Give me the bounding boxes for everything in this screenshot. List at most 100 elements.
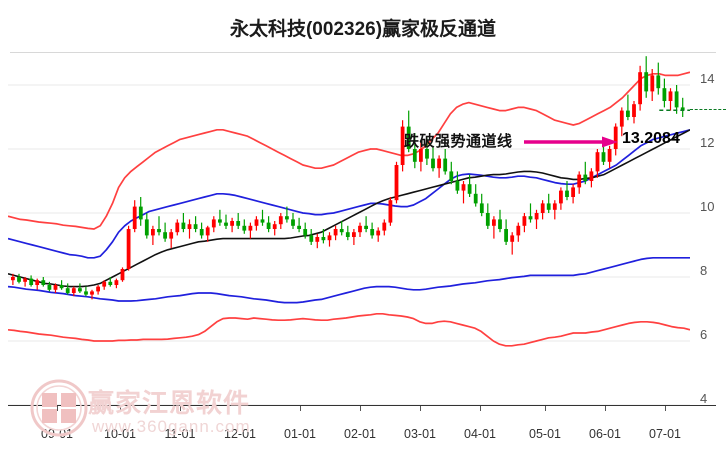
candle-body xyxy=(187,224,192,229)
candle-body xyxy=(11,277,15,281)
candle-body xyxy=(272,224,277,229)
candle-body xyxy=(90,291,94,295)
candle-body xyxy=(114,280,119,285)
candle-body xyxy=(321,237,326,241)
candle-body xyxy=(516,225,521,236)
candle-body xyxy=(230,221,234,226)
x-axis-tick-label: 11-01 xyxy=(164,427,196,441)
candle-body xyxy=(644,72,649,92)
candle-body xyxy=(510,235,515,242)
candle-body xyxy=(626,110,630,117)
candle-body xyxy=(309,235,314,242)
candle-body xyxy=(303,229,308,236)
x-axis-tick-label: 06-01 xyxy=(589,427,621,441)
candle-body xyxy=(339,229,344,233)
candle-body xyxy=(78,288,82,292)
candle-body xyxy=(583,174,588,181)
candle-body xyxy=(333,229,338,236)
candle-body xyxy=(248,225,253,231)
candle-body xyxy=(41,280,46,285)
candle-body xyxy=(650,75,655,92)
candle-body xyxy=(278,216,283,225)
candle-body xyxy=(467,184,472,194)
candle-body xyxy=(632,104,636,117)
candle-body xyxy=(315,237,320,242)
candle-body xyxy=(327,235,332,241)
candle-body xyxy=(400,126,405,165)
candle-body xyxy=(522,216,527,226)
candle-body xyxy=(498,219,502,229)
candle-body xyxy=(169,232,174,239)
x-axis-tick xyxy=(57,406,58,411)
candle-body xyxy=(151,229,155,236)
y-axis-tick-label: 10 xyxy=(700,199,715,214)
candle-body xyxy=(102,281,107,287)
candle-body xyxy=(656,75,661,89)
candle-body xyxy=(680,107,685,111)
candle-body xyxy=(181,222,186,229)
candle-body xyxy=(534,213,539,220)
candlestick-series xyxy=(11,56,690,300)
candle-body xyxy=(254,219,259,226)
candle-body xyxy=(607,149,612,162)
candle-body xyxy=(485,213,490,226)
candle-body xyxy=(552,203,557,210)
candle-body xyxy=(138,206,143,220)
x-axis-tick xyxy=(605,406,606,411)
candle-body xyxy=(120,269,125,281)
candle-body xyxy=(205,227,210,236)
candle-body xyxy=(53,285,58,290)
candle-body xyxy=(662,88,667,101)
x-axis-tick xyxy=(240,406,241,411)
candle-body xyxy=(297,225,301,229)
candle-body xyxy=(17,277,21,282)
y-axis-tick-label: 8 xyxy=(700,263,708,278)
candle-body xyxy=(595,152,600,172)
x-axis-tick-label: 01-01 xyxy=(284,427,316,441)
candle-body xyxy=(412,149,417,162)
y-axis-tick-label: 14 xyxy=(700,71,715,86)
candle-body xyxy=(218,219,222,223)
candle-body xyxy=(291,219,295,226)
candle-body xyxy=(260,219,265,223)
candle-body xyxy=(668,91,673,101)
channel-band-line xyxy=(8,71,690,230)
x-axis-tick-label: 07-01 xyxy=(649,427,681,441)
candle-body xyxy=(35,280,40,285)
candle-body xyxy=(613,126,618,149)
candle-body xyxy=(619,110,624,127)
candle-body xyxy=(236,221,241,226)
candle-body xyxy=(577,174,582,188)
candle-body xyxy=(224,222,228,226)
candle-body xyxy=(199,229,204,236)
candle-body xyxy=(358,225,362,233)
channel-band-line xyxy=(8,128,690,259)
candle-body xyxy=(163,232,167,239)
y-axis-tick-label: 4 xyxy=(700,391,708,406)
candle-body xyxy=(406,126,411,149)
channel-bands xyxy=(8,71,690,347)
right-arrow-icon xyxy=(524,136,618,148)
candle-body xyxy=(559,190,563,204)
candle-body xyxy=(242,225,247,231)
y-axis-tick-label: 12 xyxy=(700,135,715,150)
candle-body xyxy=(157,229,161,233)
candle-body xyxy=(144,219,149,236)
candle-body xyxy=(388,200,393,223)
candle-body xyxy=(84,291,88,295)
x-axis-tick-label: 05-01 xyxy=(529,427,561,441)
price-chart-plot xyxy=(8,53,690,405)
candle-body xyxy=(674,91,679,108)
candle-body xyxy=(364,225,368,229)
candle-body xyxy=(455,181,460,191)
price-value-label: 13.2084 xyxy=(622,130,680,147)
candle-body xyxy=(211,219,216,228)
candle-body xyxy=(638,72,642,105)
page-title: 永太科技(002326)赢家极反通道 xyxy=(229,19,497,40)
annotation-label: 跌破强势通道线 xyxy=(404,133,513,150)
candle-body xyxy=(431,158,435,169)
x-axis-tick xyxy=(180,406,181,411)
candle-body xyxy=(108,281,113,285)
y-axis-tick-label: 6 xyxy=(700,327,708,342)
